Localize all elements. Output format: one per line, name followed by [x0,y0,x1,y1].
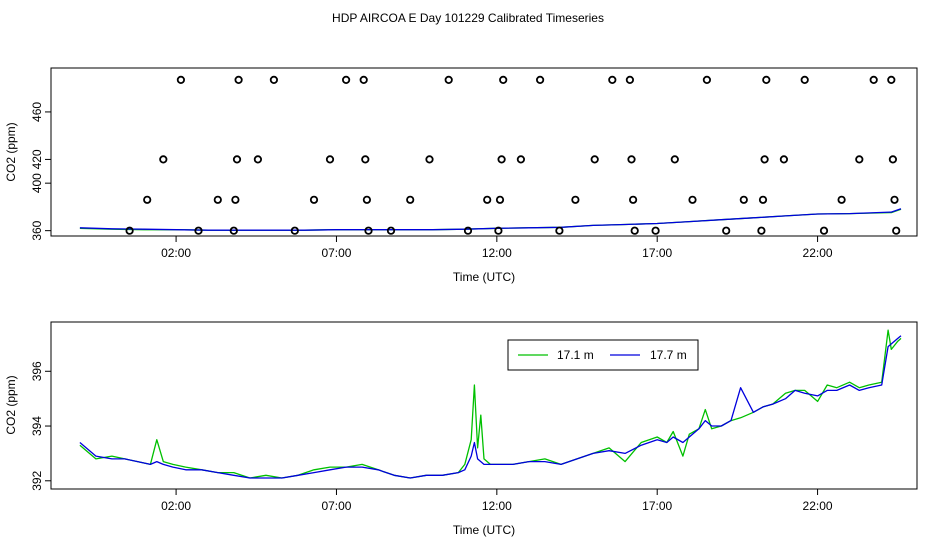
top-data-point [758,195,768,204]
top-data-point [890,195,899,204]
bottom-x-tick-label: 12:00 [482,499,512,513]
top-marks [79,75,902,235]
top-data-point [590,155,599,164]
top-data-point [425,155,434,164]
top-data-point [229,226,238,235]
top-data-point [499,75,508,85]
top-data-point [688,195,697,204]
top-y-tick-label: 420 [30,149,44,169]
top-x-tick-label: 07:00 [321,246,351,260]
top-data-point [232,155,242,164]
top-data-point [231,195,240,204]
top-data-point [887,75,896,85]
top-data-point [627,155,636,164]
top-data-point [837,195,846,204]
bottom-y-tick-label: 396 [30,361,44,381]
top-data-point [888,155,898,164]
top-data-point [651,226,660,235]
bottom-x-axis-label: Time (UTC) [453,523,515,537]
top-panel: 02:00 07:00 12:00 17:00 22:00 360 400 420 460 Ti… [4,67,918,284]
top-data-point [495,195,505,204]
top-data-point [341,75,351,85]
top-data-point [362,195,371,204]
top-x-tick-label: 17:00 [642,246,672,260]
top-data-point [819,226,829,235]
top-data-point [325,155,335,164]
top-data-point [290,226,299,235]
top-data-point [535,75,545,85]
top-data-point [757,226,766,235]
top-data-point [869,75,878,85]
bottom-y-tick-label: 392 [30,470,44,490]
bottom-plot-frame [50,321,918,490]
top-y-tick-label: 460 [30,102,44,122]
bottom-x-tick-label: 07:00 [321,499,351,513]
top-data-point [762,75,771,85]
top-data-point [494,226,503,235]
bottom-axes: 02:00 07:00 12:00 17:00 22:00 392 394 396 [30,361,833,513]
top-data-point [571,195,580,204]
top-data-point [194,226,203,235]
top-data-point [364,226,373,235]
top-data-point [444,75,453,85]
top-data-point [213,195,222,204]
top-data-point [463,226,473,235]
top-y-axis-label: CO2 (ppm) [4,122,18,181]
chart-title: HDP AIRCOA E Day 101229 Calibrated Times… [332,11,604,25]
top-data-point [143,195,152,204]
bottom-panel: 02:00 07:00 12:00 17:00 22:00 392 394 396 Time … [4,321,918,537]
top-data-point [628,195,638,204]
top-data-point [892,226,901,235]
top-data-point [406,195,415,204]
top-data-point [361,155,370,164]
top-data-point [309,195,319,204]
top-data-point [625,75,635,85]
bottom-y-tick-label: 394 [30,416,44,436]
top-data-point [497,155,506,164]
top-axes: 02:00 07:00 12:00 17:00 22:00 360 400 420 460 [30,102,833,260]
top-data-point [779,155,789,164]
legend-label-17-7: 17.7 m [650,348,687,362]
top-data-point [386,226,396,235]
bottom-series-17-7-line [79,335,902,479]
top-data-point [800,75,809,85]
bottom-y-axis-label: CO2 (ppm) [4,375,18,434]
bottom-marks [79,329,902,479]
top-data-point [555,226,564,235]
top-data-point [159,155,168,164]
top-data-point [483,195,492,204]
top-series-17-1-line [79,208,902,231]
top-data-point [702,75,712,85]
top-data-point [608,75,617,85]
top-data-point [722,226,731,235]
top-y-tick-label: 400 [30,173,44,193]
top-data-point [234,75,243,85]
legend: 17.1 m 17.7 m [507,339,699,371]
top-series-17-7-line [79,208,902,231]
top-data-point [739,195,748,204]
top-x-tick-label: 02:00 [161,246,191,260]
bottom-series-17-1-line [79,329,902,479]
bottom-x-tick-label: 17:00 [642,499,672,513]
top-data-point [855,155,864,164]
bottom-x-tick-label: 02:00 [161,499,191,513]
top-data-point [269,75,278,85]
top-x-axis-label: Time (UTC) [453,270,515,284]
top-data-point [516,155,526,164]
top-plot-frame [50,67,918,237]
top-x-tick-label: 12:00 [482,246,512,260]
top-data-point [630,226,639,235]
top-data-point [176,75,185,85]
top-data-point [253,155,262,164]
top-data-point [760,155,769,164]
top-x-tick-label: 22:00 [803,246,833,260]
top-data-point [359,75,368,85]
top-y-tick-label: 360 [30,220,44,240]
bottom-x-tick-label: 22:00 [803,499,833,513]
top-data-point [670,155,679,164]
top-data-point [125,226,134,235]
legend-label-17-1: 17.1 m [557,348,594,362]
